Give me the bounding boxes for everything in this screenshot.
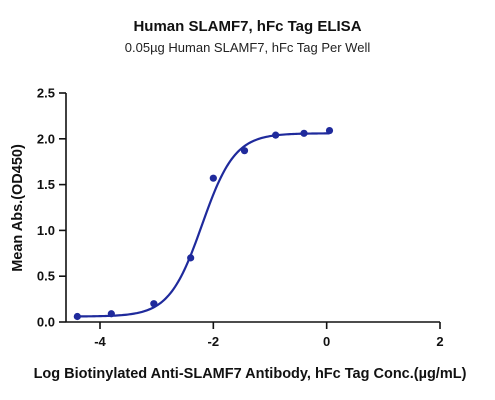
y-tick-label: 2.5 xyxy=(37,86,55,101)
data-points xyxy=(73,126,334,321)
y-tick-label: 0.5 xyxy=(37,269,55,284)
y-tick-label: 0.0 xyxy=(37,315,55,330)
data-point xyxy=(325,126,334,135)
x-ticks: -4 -2 0 2 xyxy=(94,322,444,349)
data-point xyxy=(187,254,195,262)
data-point xyxy=(300,129,308,137)
y-ticks: 0.0 0.5 1.0 1.5 2.0 2.5 xyxy=(37,86,66,330)
data-point xyxy=(73,312,81,321)
y-axis-label: Mean Abs.(OD450) xyxy=(10,144,26,272)
y-tick-label: 2.0 xyxy=(37,131,55,146)
x-axis-label: Log Biotinylated Anti-SLAMF7 Antibody, h… xyxy=(34,366,467,382)
data-point xyxy=(107,310,115,318)
chart-title: Human SLAMF7, hFc Tag ELISA xyxy=(133,18,361,35)
data-point xyxy=(150,300,158,308)
y-tick-label: 1.0 xyxy=(37,223,55,238)
data-point xyxy=(209,174,217,182)
data-point xyxy=(272,131,280,139)
data-point xyxy=(240,147,249,155)
x-tick-label: 2 xyxy=(436,334,443,349)
x-tick-label: -2 xyxy=(208,334,220,349)
y-tick-label: 1.5 xyxy=(37,177,55,192)
x-tick-label: -4 xyxy=(94,334,106,349)
chart-subtitle: 0.05µg Human SLAMF7, hFc Tag Per Well xyxy=(125,40,371,55)
fit-curve xyxy=(77,132,330,318)
x-tick-label: 0 xyxy=(323,334,330,349)
